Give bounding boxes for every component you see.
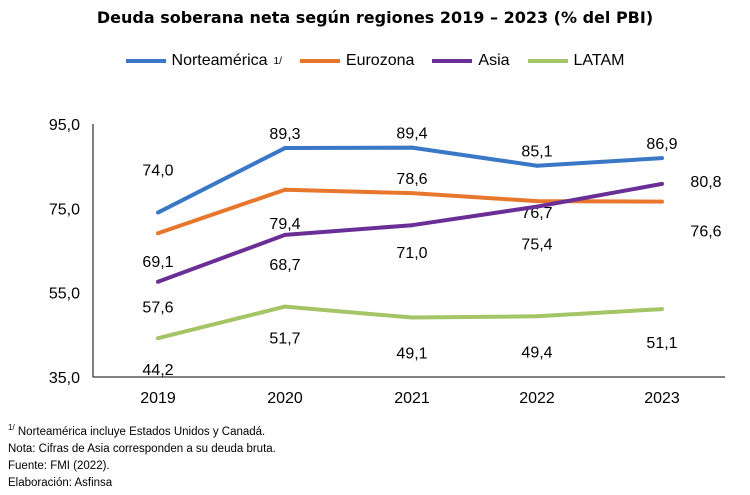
data-label: 44,2: [142, 362, 173, 379]
data-label: 49,4: [521, 344, 552, 361]
footnote-elaboracion: Elaboración: Asfinsa: [8, 476, 113, 489]
data-point: [660, 181, 664, 186]
data-label: 75,4: [521, 237, 552, 254]
data-label: 78,6: [396, 171, 427, 188]
legend-label: Norteamérica: [171, 52, 268, 69]
data-label: 89,3: [269, 126, 300, 143]
data-point: [535, 163, 539, 168]
data-point: [410, 223, 414, 228]
legend-footnote-mark: 1/: [273, 55, 282, 67]
y-tick-label: 95,0: [49, 117, 80, 134]
data-label: 79,4: [269, 216, 300, 233]
data-label: 68,7: [269, 257, 300, 274]
footnote-1: 1/ Norteamérica incluye Estados Unidos y…: [8, 419, 276, 441]
data-point: [410, 191, 414, 196]
legend-label: Eurozona: [345, 52, 415, 69]
data-point: [410, 145, 414, 150]
x-tick-label: 2022: [519, 390, 555, 407]
footnote-nota: Nota: Cifras de Asia corresponden a su d…: [8, 442, 276, 455]
legend-label: Asia: [478, 52, 510, 69]
legend-swatch: [432, 59, 473, 63]
data-label: 85,1: [521, 144, 552, 161]
series-line-asia: [157, 181, 663, 284]
data-point: [535, 204, 539, 209]
footnote-mark: 1/: [8, 423, 15, 432]
chart-title: Deuda soberana neta según regiones 2019 …: [96, 8, 654, 27]
data-point: [535, 199, 539, 204]
legend-swatch: [125, 59, 166, 63]
footnote-text: Norteamérica incluye Estados Unidos y Ca…: [14, 425, 266, 438]
data-label: 51,7: [269, 331, 300, 348]
data-point: [535, 314, 539, 319]
legend-item-eurozona: Eurozona: [299, 52, 415, 70]
y-tick-label: 75,0: [49, 201, 80, 218]
data-label: 76,6: [690, 224, 721, 241]
data-point: [283, 232, 287, 237]
data-label: 71,0: [396, 245, 427, 262]
footnotes: 1/ Norteamérica incluye Estados Unidos y…: [8, 419, 276, 492]
data-point: [660, 307, 664, 312]
data-point: [660, 156, 664, 161]
y-tick-label: 35,0: [49, 370, 80, 387]
legend-item-latam: LATAM: [527, 52, 625, 70]
data-point: [283, 304, 287, 309]
x-tick-label: 2019: [140, 390, 176, 407]
x-tick-label: 2021: [394, 390, 430, 407]
data-label: 86,9: [646, 136, 677, 153]
series-line-latam: [157, 304, 663, 341]
data-label: 69,1: [142, 254, 173, 271]
legend-item-asia: Asia: [432, 52, 510, 70]
legend-swatch: [527, 59, 568, 63]
footnote-fuente: Fuente: FMI (2022).: [8, 459, 110, 472]
legend: Norteamérica 1/ Eurozona Asia LATAM: [0, 52, 750, 70]
data-point: [283, 146, 287, 151]
data-label: 51,1: [646, 335, 677, 352]
data-point: [660, 199, 664, 204]
data-point: [156, 210, 160, 215]
legend-item-norteamerica: Norteamérica 1/: [125, 52, 282, 70]
data-label: 49,1: [396, 346, 427, 363]
x-tick-label: 2023: [644, 390, 680, 407]
legend-swatch: [299, 59, 340, 63]
data-label: 80,8: [690, 174, 721, 191]
x-tick-label: 2020: [267, 390, 303, 407]
data-label: 74,0: [142, 163, 173, 180]
legend-label: LATAM: [573, 52, 625, 69]
data-point: [283, 187, 287, 192]
data-label: 89,4: [396, 126, 427, 143]
data-label: 57,6: [142, 300, 173, 317]
data-point: [156, 279, 160, 284]
data-point: [156, 231, 160, 236]
data-point: [410, 315, 414, 320]
y-tick-label: 55,0: [49, 286, 80, 303]
data-point: [156, 336, 160, 341]
